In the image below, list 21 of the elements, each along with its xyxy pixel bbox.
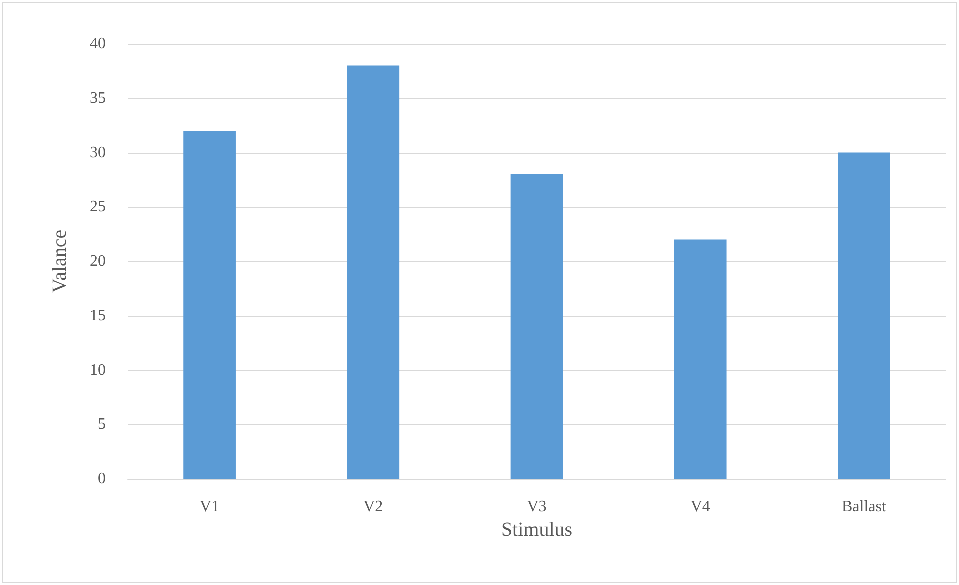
y-tick-label: 5 [98, 416, 106, 434]
y-tick-label: 25 [90, 198, 106, 216]
x-tick-label: V4 [690, 498, 710, 516]
bar [838, 152, 890, 479]
y-tick-label: 20 [90, 253, 106, 270]
x-tick-label: V2 [364, 498, 384, 516]
y-tick-label: 35 [90, 90, 106, 107]
y-tick-label: 10 [90, 362, 106, 379]
x-tick-label: V3 [527, 498, 547, 516]
bar [184, 131, 236, 479]
bar [510, 174, 564, 479]
bar [347, 66, 400, 479]
x-tick-label: Ballast [842, 498, 887, 516]
y-tick-label: 30 [90, 144, 106, 162]
y-tick-label: 15 [90, 307, 106, 324]
x-axis-title: Stimulus [501, 518, 573, 541]
y-axis-title: Valance [49, 230, 71, 294]
x-tick-label: V1 [200, 498, 220, 516]
y-tick-label: 40 [90, 36, 106, 52]
y-tick-label: 0 [98, 470, 106, 488]
bar [674, 240, 727, 479]
